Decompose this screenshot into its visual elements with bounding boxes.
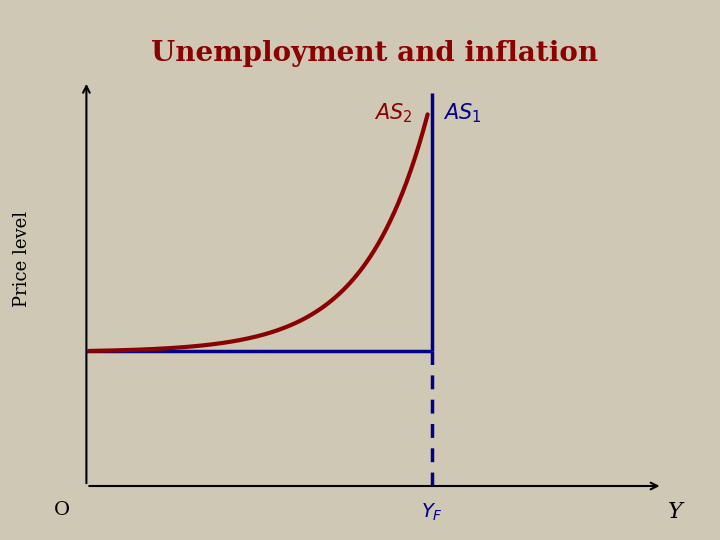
Title: Unemployment and inflation: Unemployment and inflation xyxy=(150,40,598,67)
Text: Price level: Price level xyxy=(12,211,30,307)
Text: O: O xyxy=(54,502,70,519)
Text: Y: Y xyxy=(668,502,683,523)
Text: $AS_1$: $AS_1$ xyxy=(443,102,482,125)
Text: $Y_F$: $Y_F$ xyxy=(421,502,443,523)
Text: $AS_2$: $AS_2$ xyxy=(374,102,413,125)
